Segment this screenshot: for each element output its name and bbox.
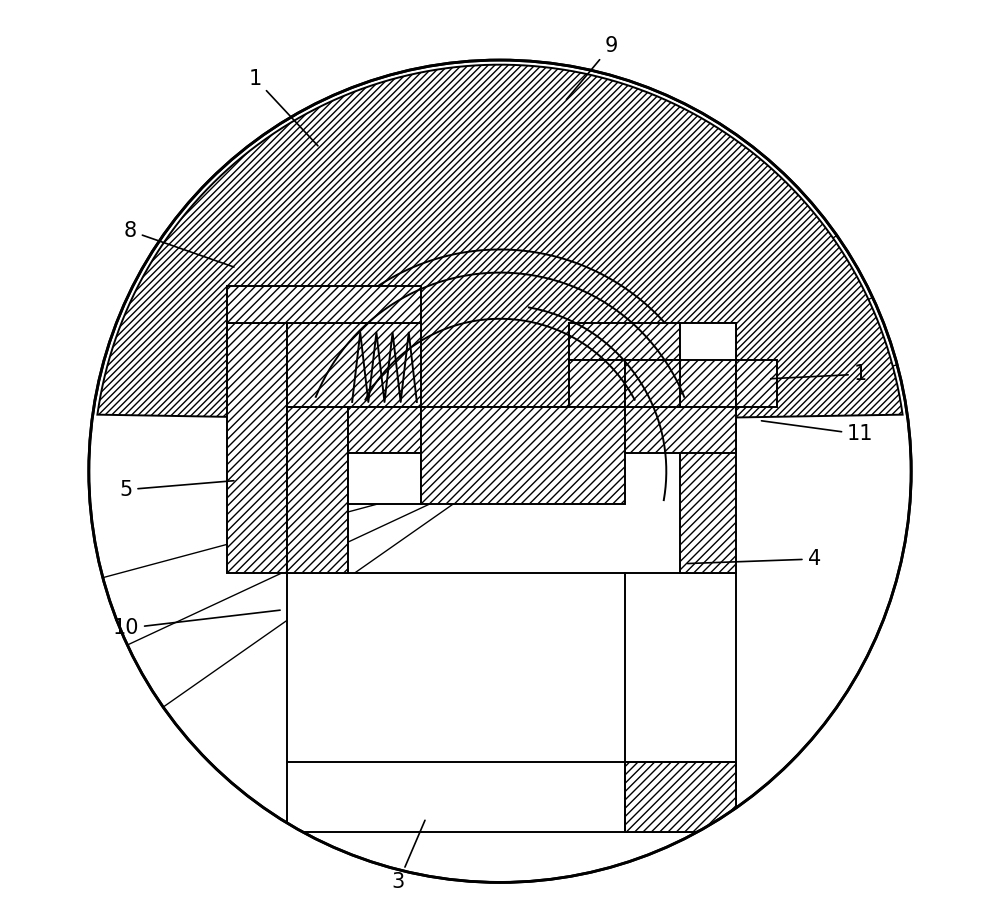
Polygon shape — [348, 453, 421, 504]
Circle shape — [89, 60, 911, 882]
Text: 10: 10 — [113, 610, 280, 638]
Polygon shape — [227, 286, 421, 323]
Polygon shape — [736, 360, 777, 407]
Polygon shape — [287, 407, 348, 573]
Polygon shape — [227, 323, 287, 573]
Polygon shape — [680, 323, 736, 360]
Text: 8: 8 — [124, 221, 234, 267]
Polygon shape — [348, 407, 736, 453]
Text: 4: 4 — [688, 549, 821, 569]
Polygon shape — [421, 407, 569, 453]
Polygon shape — [680, 323, 736, 573]
Polygon shape — [287, 323, 421, 407]
Text: 11: 11 — [761, 420, 874, 444]
Polygon shape — [625, 360, 680, 407]
Text: 3: 3 — [392, 821, 425, 893]
Polygon shape — [625, 762, 736, 832]
Text: 5: 5 — [119, 480, 234, 500]
Text: 9: 9 — [566, 36, 618, 100]
Polygon shape — [421, 407, 625, 504]
Text: 1: 1 — [249, 68, 318, 146]
Polygon shape — [569, 360, 625, 407]
Polygon shape — [97, 65, 903, 425]
Text: 1: 1 — [771, 364, 867, 384]
Polygon shape — [287, 573, 736, 832]
Polygon shape — [569, 323, 680, 360]
